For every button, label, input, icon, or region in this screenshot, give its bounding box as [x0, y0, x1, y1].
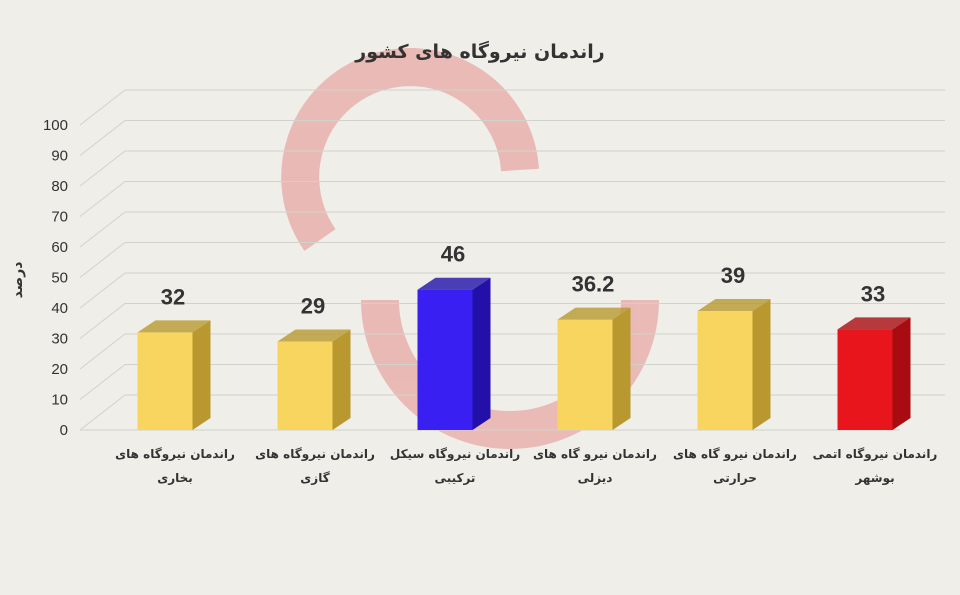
y-tick-label: 20: [51, 361, 68, 378]
bar: [557, 319, 613, 430]
bar-group: 39: [697, 263, 771, 430]
x-tick-label: حرارتی: [713, 471, 757, 485]
bar-top: [837, 317, 911, 330]
gridline-diagonal: [79, 333, 126, 370]
bar-group: 36.2: [557, 272, 631, 430]
gridline-diagonal: [79, 211, 126, 248]
bar-side: [752, 299, 771, 430]
gridline-diagonal: [79, 303, 126, 339]
y-tick-label: 60: [51, 239, 68, 256]
bar: [277, 341, 333, 430]
gridline-diagonal: [79, 150, 126, 187]
y-tick-label: 0: [60, 422, 68, 439]
y-tick-label: 100: [43, 117, 68, 134]
bar-side: [192, 320, 211, 430]
y-tick-label: 40: [51, 300, 68, 317]
data-label: 33: [861, 281, 885, 306]
bar-top: [137, 320, 211, 333]
bar-group: 32: [137, 284, 211, 430]
x-tick-label: راندمان نیرو گاه های: [673, 447, 797, 462]
chart-title: راندمان نیروگاه های کشور: [354, 40, 604, 63]
y-tick-label: 90: [51, 148, 68, 165]
y-tick-label: 80: [51, 178, 68, 195]
bars: 32 29 46 36.2 39 33: [137, 242, 911, 430]
y-tick-label: 10: [51, 392, 68, 409]
bar-side: [612, 307, 631, 430]
x-tick-label: راندمان نیروگاه اتمی: [813, 447, 938, 462]
gridline-diagonal: [79, 272, 126, 309]
y-axis-label: درصد: [10, 262, 26, 299]
bar-side: [892, 317, 911, 430]
x-tick-label: بوشهر: [854, 471, 894, 486]
data-label: 32: [161, 284, 185, 309]
x-axis: راندمان نیروگاه های بخاری راندمان نیروگاه …: [115, 447, 937, 486]
bar: [837, 329, 893, 430]
data-label: 29: [301, 294, 325, 319]
x-tick-label: دیزلی: [578, 471, 613, 485]
y-tick-label: 30: [51, 331, 68, 348]
y-tick-label: 50: [51, 270, 68, 287]
bar-group: 33: [837, 281, 911, 430]
bar-top: [277, 329, 351, 342]
y-tick-label: 70: [51, 209, 68, 226]
data-label: 36.2: [572, 272, 615, 297]
bar: [697, 311, 753, 430]
x-tick-label: ترکیبی: [435, 471, 476, 485]
bar: [137, 332, 193, 430]
grid: [79, 89, 945, 431]
bar-group: 29: [277, 294, 351, 430]
gridline-diagonal: [79, 120, 126, 156]
gridline-diagonal: [79, 394, 126, 431]
x-tick-label: راندمان نیروگاه های: [255, 447, 375, 462]
gridline-diagonal: [79, 181, 126, 217]
bar-side: [472, 277, 491, 430]
gridline-diagonal: [79, 89, 126, 126]
bar-side: [332, 329, 351, 430]
bar: [417, 289, 473, 430]
bar-top: [417, 277, 491, 290]
data-label: 39: [721, 263, 745, 288]
gridline-diagonal: [79, 242, 126, 278]
x-tick-label: راندمان نیروگاه های: [115, 447, 235, 462]
gridline-diagonal: [79, 364, 126, 400]
bar-top: [697, 299, 771, 312]
x-tick-label: راندمان نیرو گاه های: [533, 447, 657, 462]
y-axis: 0 10 20 30 40 50 60 70 80 90 100: [43, 117, 68, 439]
x-tick-label: بخاری: [157, 471, 193, 485]
bar-top: [557, 307, 631, 320]
bar-group: 46: [417, 242, 491, 430]
data-label: 46: [441, 242, 465, 267]
x-tick-label: گازی: [300, 471, 329, 485]
x-tick-label: راندمان نیروگاه سیکل: [390, 447, 520, 462]
